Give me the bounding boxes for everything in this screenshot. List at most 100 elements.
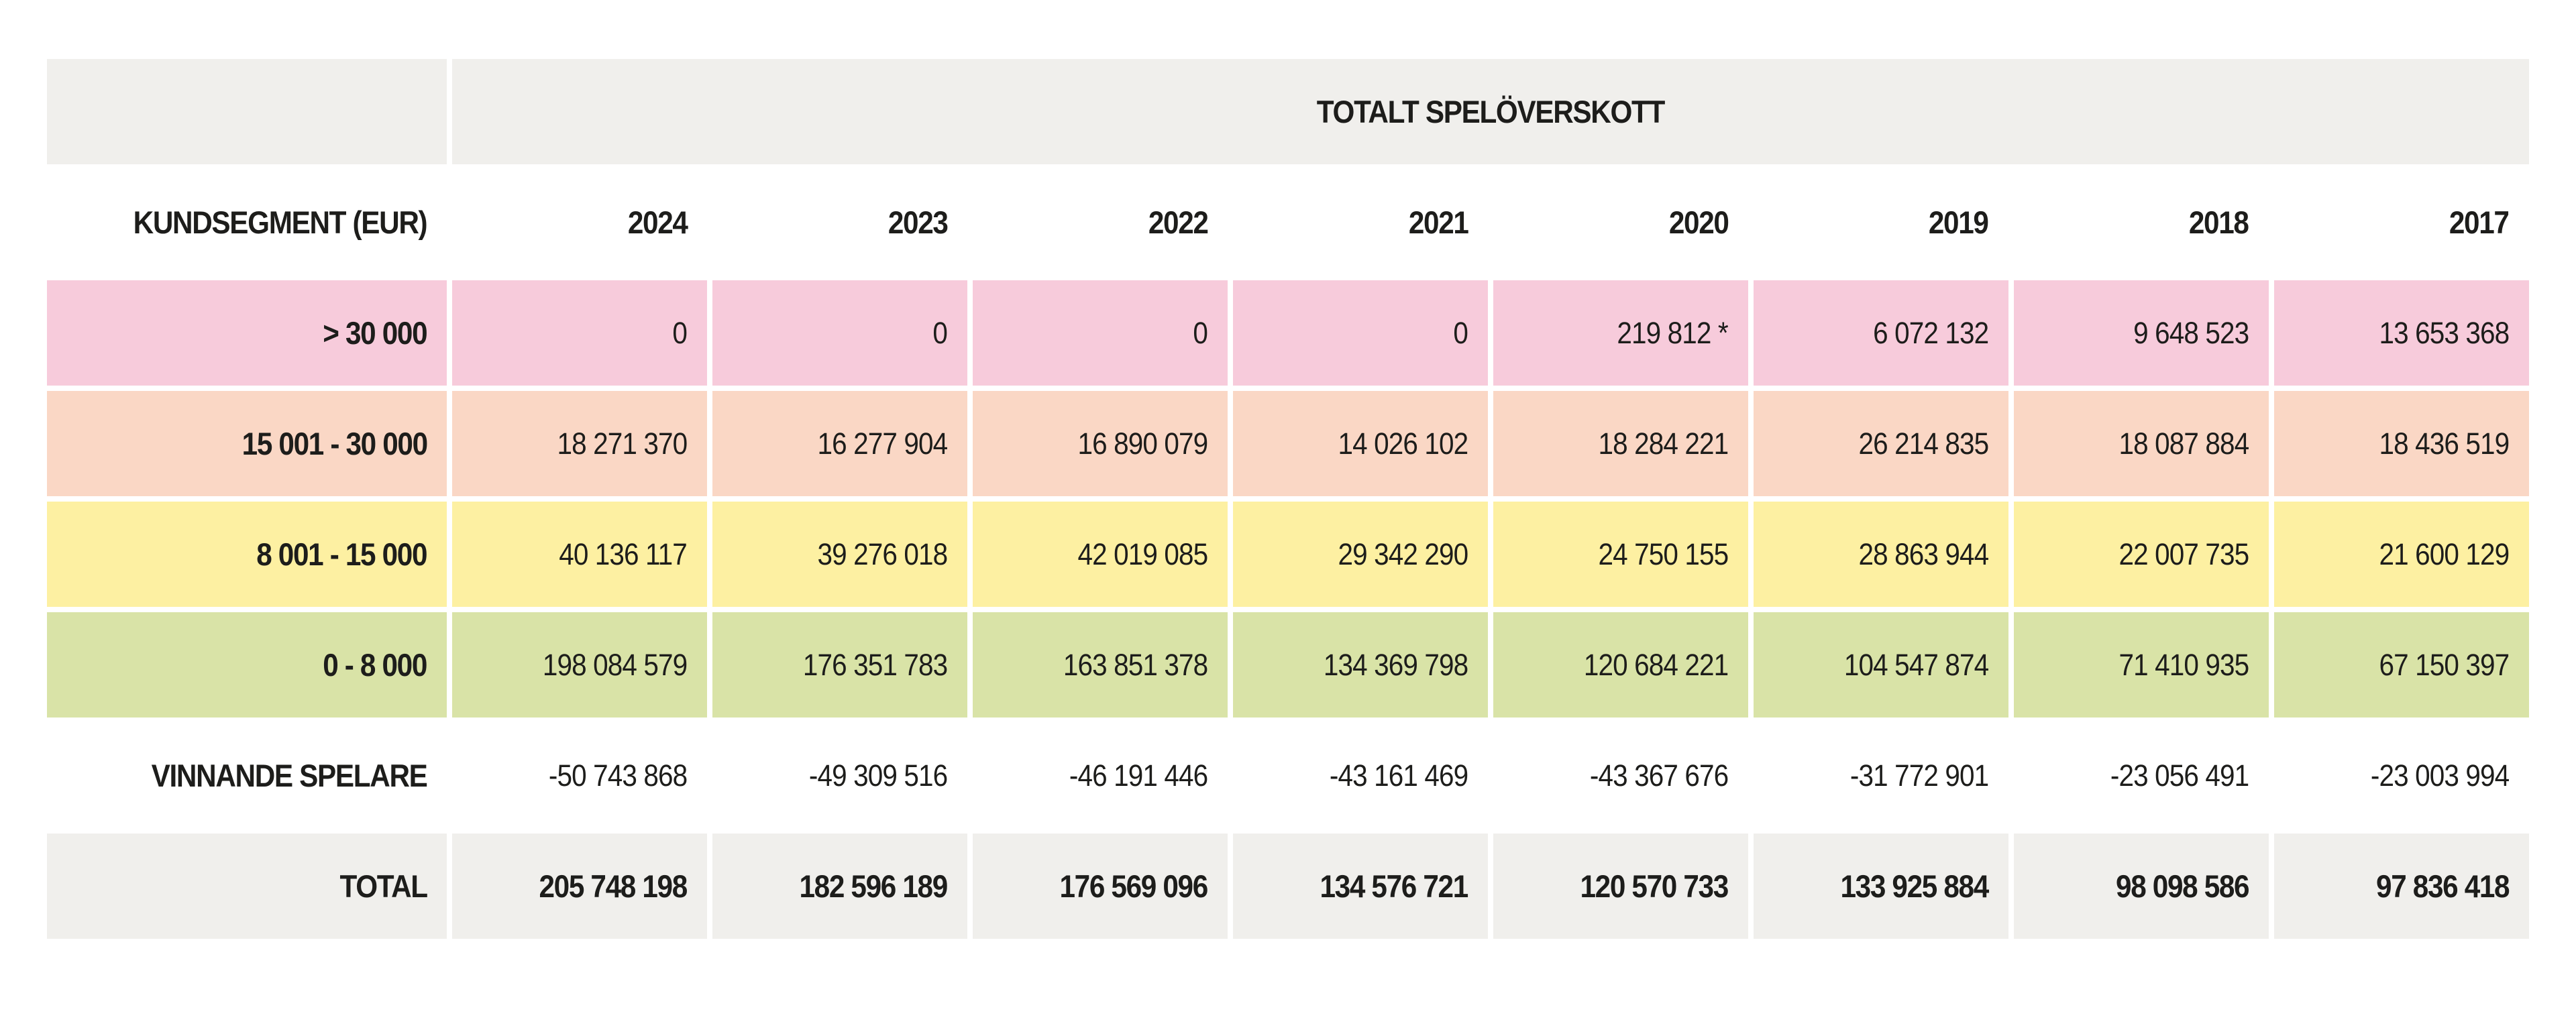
value-cell: 104 547 874 <box>1754 612 2009 717</box>
value-cell: 14 026 102 <box>1233 391 1489 496</box>
year-header-text: 2023 <box>888 205 948 240</box>
year-header-2020: 2020 <box>1493 170 1748 275</box>
value-cell: 18 271 370 <box>452 391 708 496</box>
value-cell: 22 007 735 <box>2014 502 2269 607</box>
year-header-2024: 2024 <box>452 170 707 275</box>
table-row: VINNANDE SPELARE -50 743 868 -49 309 516 -4… <box>47 723 2529 828</box>
value-cell: 176 351 783 <box>712 612 968 717</box>
value-cell: -23 056 491 <box>2014 723 2269 828</box>
value-text: 67 150 397 <box>2379 647 2510 682</box>
value-cell: 40 136 117 <box>452 502 708 607</box>
value-text: -49 309 516 <box>808 758 948 793</box>
value-cell: 21 600 129 <box>2273 502 2529 607</box>
value-text: -23 056 491 <box>2110 758 2249 793</box>
value-text: 219 812 * <box>1617 315 1729 350</box>
value-cell: -43 367 676 <box>1493 723 1749 828</box>
row-label-text: > 30 000 <box>323 315 427 351</box>
table-row: > 30 000 0 0 0 0 219 812 * 6 072 132 9 648 523 1… <box>47 280 2529 386</box>
value-cell: 24 750 155 <box>1493 502 1749 607</box>
value-text: -46 191 446 <box>1069 758 1208 793</box>
row-label: 0 - 8 000 <box>47 612 447 717</box>
value-text: 98 098 586 <box>2115 868 2250 904</box>
row-label: VINNANDE SPELARE <box>47 723 447 828</box>
value-text: 0 <box>932 315 949 350</box>
value-cell: -23 003 994 <box>2273 723 2529 828</box>
value-text: 13 653 368 <box>2379 315 2510 350</box>
year-header-2023: 2023 <box>712 170 967 275</box>
value-cell: 198 084 579 <box>452 612 708 717</box>
value-cell: 163 851 378 <box>973 612 1228 717</box>
table-row: 15 001 - 30 000 18 271 370 16 277 904 16 89… <box>47 391 2529 496</box>
value-text: 42 019 085 <box>1077 536 1208 571</box>
value-text: 205 748 198 <box>539 868 688 904</box>
year-header-2017: 2017 <box>2274 170 2529 275</box>
value-text: 21 600 129 <box>2379 536 2510 571</box>
row-label-text: 8 001 - 15 000 <box>256 536 427 572</box>
year-header-2019: 2019 <box>1754 170 2008 275</box>
value-text: 18 436 519 <box>2379 426 2510 461</box>
row-label-text: TOTAL <box>339 868 428 904</box>
table-title: TOTALT SPELÖVERSKOTT <box>452 59 2529 164</box>
row-label-text: 15 001 - 30 000 <box>241 426 427 461</box>
value-text: 28 863 944 <box>1858 536 1989 571</box>
value-cell: 26 214 835 <box>1754 391 2009 496</box>
value-text: 18 271 370 <box>557 426 688 461</box>
value-text: 120 570 733 <box>1580 868 1729 904</box>
table-row: 0 - 8 000 198 084 579 176 351 783 163 851 3… <box>47 612 2529 717</box>
value-cell: -43 161 469 <box>1233 723 1489 828</box>
value-text: 176 569 096 <box>1059 868 1209 904</box>
value-cell: 98 098 586 <box>2014 834 2269 939</box>
value-cell: 0 <box>973 280 1228 386</box>
value-text: 163 851 378 <box>1063 647 1208 682</box>
value-text: -43 161 469 <box>1329 758 1468 793</box>
value-cell: 16 277 904 <box>712 391 968 496</box>
year-header-text: 2018 <box>2189 205 2249 240</box>
value-cell: 133 925 884 <box>1754 834 2009 939</box>
table-row: 8 001 - 15 000 40 136 117 39 276 018 42 019… <box>47 502 2529 607</box>
row-label: 15 001 - 30 000 <box>47 391 447 496</box>
table-body: > 30 000 0 0 0 0 219 812 * 6 072 132 9 648 523 1… <box>47 280 2529 939</box>
table-title-text: TOTALT SPELÖVERSKOTT <box>1317 94 1666 129</box>
year-header-text: 2024 <box>627 205 688 240</box>
value-cell: 182 596 189 <box>712 834 968 939</box>
year-header-2021: 2021 <box>1233 170 1488 275</box>
value-cell: 13 653 368 <box>2273 280 2529 386</box>
value-text: 104 547 874 <box>1843 647 1989 682</box>
value-cell: 0 <box>1233 280 1489 386</box>
value-text: -50 743 868 <box>548 758 688 793</box>
row-label-text: 0 - 8 000 <box>323 647 427 683</box>
year-header-2018: 2018 <box>2014 170 2269 275</box>
value-text: 120 684 221 <box>1583 647 1729 682</box>
value-text: 24 750 155 <box>1598 536 1729 571</box>
row-label: TOTAL <box>47 834 447 939</box>
value-text: 39 276 018 <box>817 536 948 571</box>
value-text: 26 214 835 <box>1858 426 1989 461</box>
value-text: 6 072 132 <box>1872 315 1989 350</box>
value-text: 29 342 290 <box>1338 536 1468 571</box>
value-text: 176 351 783 <box>802 647 948 682</box>
table-row: TOTAL 205 748 198 182 596 189 176 569 096 13… <box>47 834 2529 939</box>
row-label: > 30 000 <box>47 280 447 386</box>
value-text: 9 648 523 <box>2133 315 2249 350</box>
value-cell: 205 748 198 <box>452 834 708 939</box>
value-text: 18 087 884 <box>2118 426 2249 461</box>
value-text: 18 284 221 <box>1598 426 1729 461</box>
value-cell: 9 648 523 <box>2014 280 2269 386</box>
value-text: 0 <box>672 315 688 350</box>
value-text: 0 <box>1193 315 1209 350</box>
value-cell: 176 569 096 <box>973 834 1228 939</box>
value-text: 97 836 418 <box>2375 868 2510 904</box>
value-text: 198 084 579 <box>542 647 688 682</box>
value-cell: 0 <box>712 280 968 386</box>
year-header-text: 2019 <box>1929 205 1989 240</box>
value-cell: 18 284 221 <box>1493 391 1749 496</box>
value-text: 14 026 102 <box>1338 426 1468 461</box>
value-cell: 18 087 884 <box>2014 391 2269 496</box>
value-cell: -50 743 868 <box>452 723 708 828</box>
value-cell: 6 072 132 <box>1754 280 2009 386</box>
value-text: 133 925 884 <box>1840 868 1990 904</box>
value-cell: 42 019 085 <box>973 502 1228 607</box>
row-label-text: VINNANDE SPELARE <box>151 758 427 793</box>
value-text: 0 <box>1453 315 1468 350</box>
